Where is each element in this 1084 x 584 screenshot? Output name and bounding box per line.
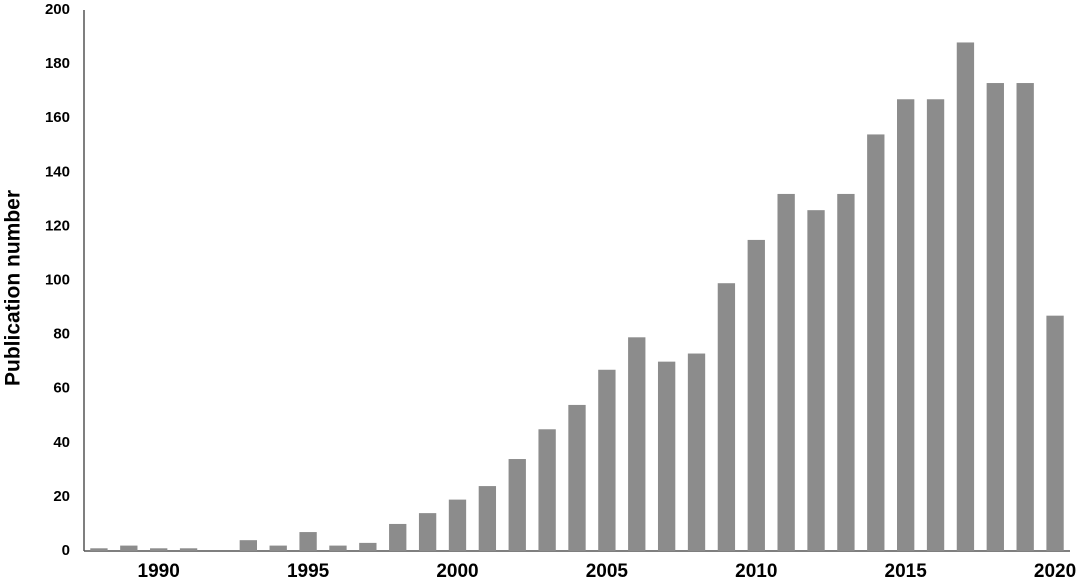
bar — [329, 545, 347, 551]
bar — [269, 545, 287, 551]
x-tick-label: 2010 — [735, 561, 777, 582]
bar — [568, 404, 586, 551]
x-tick-label: 2005 — [586, 561, 629, 582]
bar — [1016, 83, 1034, 551]
y-axis-label: Publication number — [2, 190, 25, 386]
bar — [897, 99, 915, 551]
x-tick-label: 2000 — [436, 561, 478, 582]
bar — [837, 193, 855, 551]
y-tick-label: 140 — [45, 163, 70, 180]
bar — [150, 548, 168, 551]
y-tick-label: 100 — [45, 271, 70, 288]
bar — [418, 513, 437, 551]
bar — [90, 548, 108, 551]
y-tick-label: 200 — [45, 1, 70, 18]
bar — [926, 99, 945, 551]
bar — [120, 545, 138, 551]
bar — [807, 210, 825, 552]
x-tick-label: 1995 — [287, 561, 330, 582]
y-tick-label: 60 — [53, 380, 70, 397]
bar — [717, 283, 736, 551]
bar — [986, 83, 1004, 551]
y-tick-label: 40 — [53, 434, 70, 451]
x-tick-label: 2015 — [885, 561, 928, 582]
bar — [359, 542, 377, 551]
bar — [179, 548, 198, 551]
bar — [628, 337, 646, 551]
bar — [389, 523, 407, 551]
bar — [867, 134, 885, 551]
y-tick-label: 20 — [53, 488, 70, 505]
y-tick-label: 0 — [62, 542, 70, 559]
y-tick-label: 120 — [45, 217, 70, 234]
bar — [538, 429, 556, 551]
bar — [239, 540, 257, 551]
bar — [956, 42, 975, 552]
bar — [747, 239, 765, 552]
bar — [448, 499, 467, 551]
x-tick-label: 2020 — [1034, 561, 1076, 582]
y-tick-label: 180 — [45, 55, 70, 72]
bar — [299, 532, 317, 551]
bar — [508, 459, 526, 551]
bar — [687, 353, 706, 551]
y-tick-label: 160 — [45, 109, 70, 126]
x-tick-label: 1990 — [138, 561, 180, 582]
bar — [478, 486, 497, 551]
bar — [777, 193, 795, 551]
bar — [1046, 315, 1064, 551]
bar — [657, 361, 676, 551]
bar — [598, 369, 616, 551]
y-tick-label: 80 — [53, 326, 70, 343]
